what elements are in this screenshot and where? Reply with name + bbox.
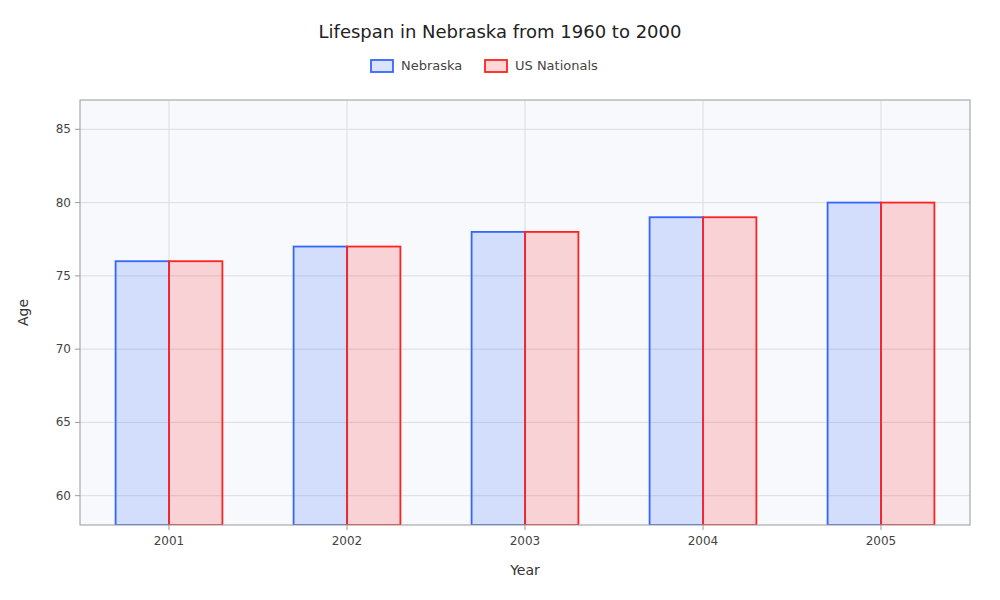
y-tick-label: 75	[56, 269, 71, 283]
x-tick-label: 2001	[154, 534, 185, 548]
grid	[80, 100, 970, 525]
x-tick-label: 2002	[332, 534, 363, 548]
bar	[116, 261, 169, 525]
bar	[472, 232, 525, 525]
x-tick	[525, 525, 526, 530]
y-tick-label: 70	[56, 342, 71, 356]
x-tick-label: 2004	[688, 534, 719, 548]
legend-swatch	[371, 60, 393, 72]
y-tick	[75, 275, 80, 276]
y-tick-label: 65	[56, 415, 71, 429]
legend-swatch	[485, 60, 507, 72]
y-tick	[75, 129, 80, 130]
plot-area	[80, 100, 970, 525]
bar	[169, 261, 222, 525]
bar	[650, 217, 703, 525]
x-tick-label: 2003	[510, 534, 541, 548]
y-tick-label: 60	[56, 489, 71, 503]
plot-frame	[80, 100, 970, 525]
chart-container: 60 65 70 75 80 85 2001 2002 2003 2004 2005 Year Age L…	[0, 0, 1000, 600]
x-axis-label: Year	[509, 562, 540, 578]
legend: Nebraska US Nationals	[371, 58, 598, 73]
title: Lifespan in Nebraska from 1960 to 2000	[319, 21, 682, 42]
x-tick-label: 2005	[866, 534, 897, 548]
bar	[294, 247, 347, 525]
y-tick	[75, 495, 80, 496]
x-tick	[347, 525, 348, 530]
y-axis-label: Age	[15, 299, 31, 326]
legend-label: US Nationals	[515, 58, 598, 73]
x-tick	[881, 525, 882, 530]
bar	[525, 232, 578, 525]
y-tick-label: 80	[56, 196, 71, 210]
x-tick	[169, 525, 170, 530]
chart-svg: 60 65 70 75 80 85 2001 2002 2003 2004 2005 Year Age L…	[0, 0, 1000, 600]
background	[0, 0, 1000, 600]
y-tick	[75, 202, 80, 203]
x-tick	[703, 525, 704, 530]
bar	[881, 203, 934, 525]
x-axis: 2001 2002 2003 2004 2005	[154, 525, 897, 548]
bars	[116, 203, 935, 525]
y-tick	[75, 422, 80, 423]
bar	[828, 203, 881, 525]
legend-label: Nebraska	[401, 58, 462, 73]
y-tick	[75, 349, 80, 350]
y-axis: 60 65 70 75 80 85	[56, 122, 80, 502]
bar	[703, 217, 756, 525]
bar	[347, 247, 400, 525]
y-tick-label: 85	[56, 122, 71, 136]
